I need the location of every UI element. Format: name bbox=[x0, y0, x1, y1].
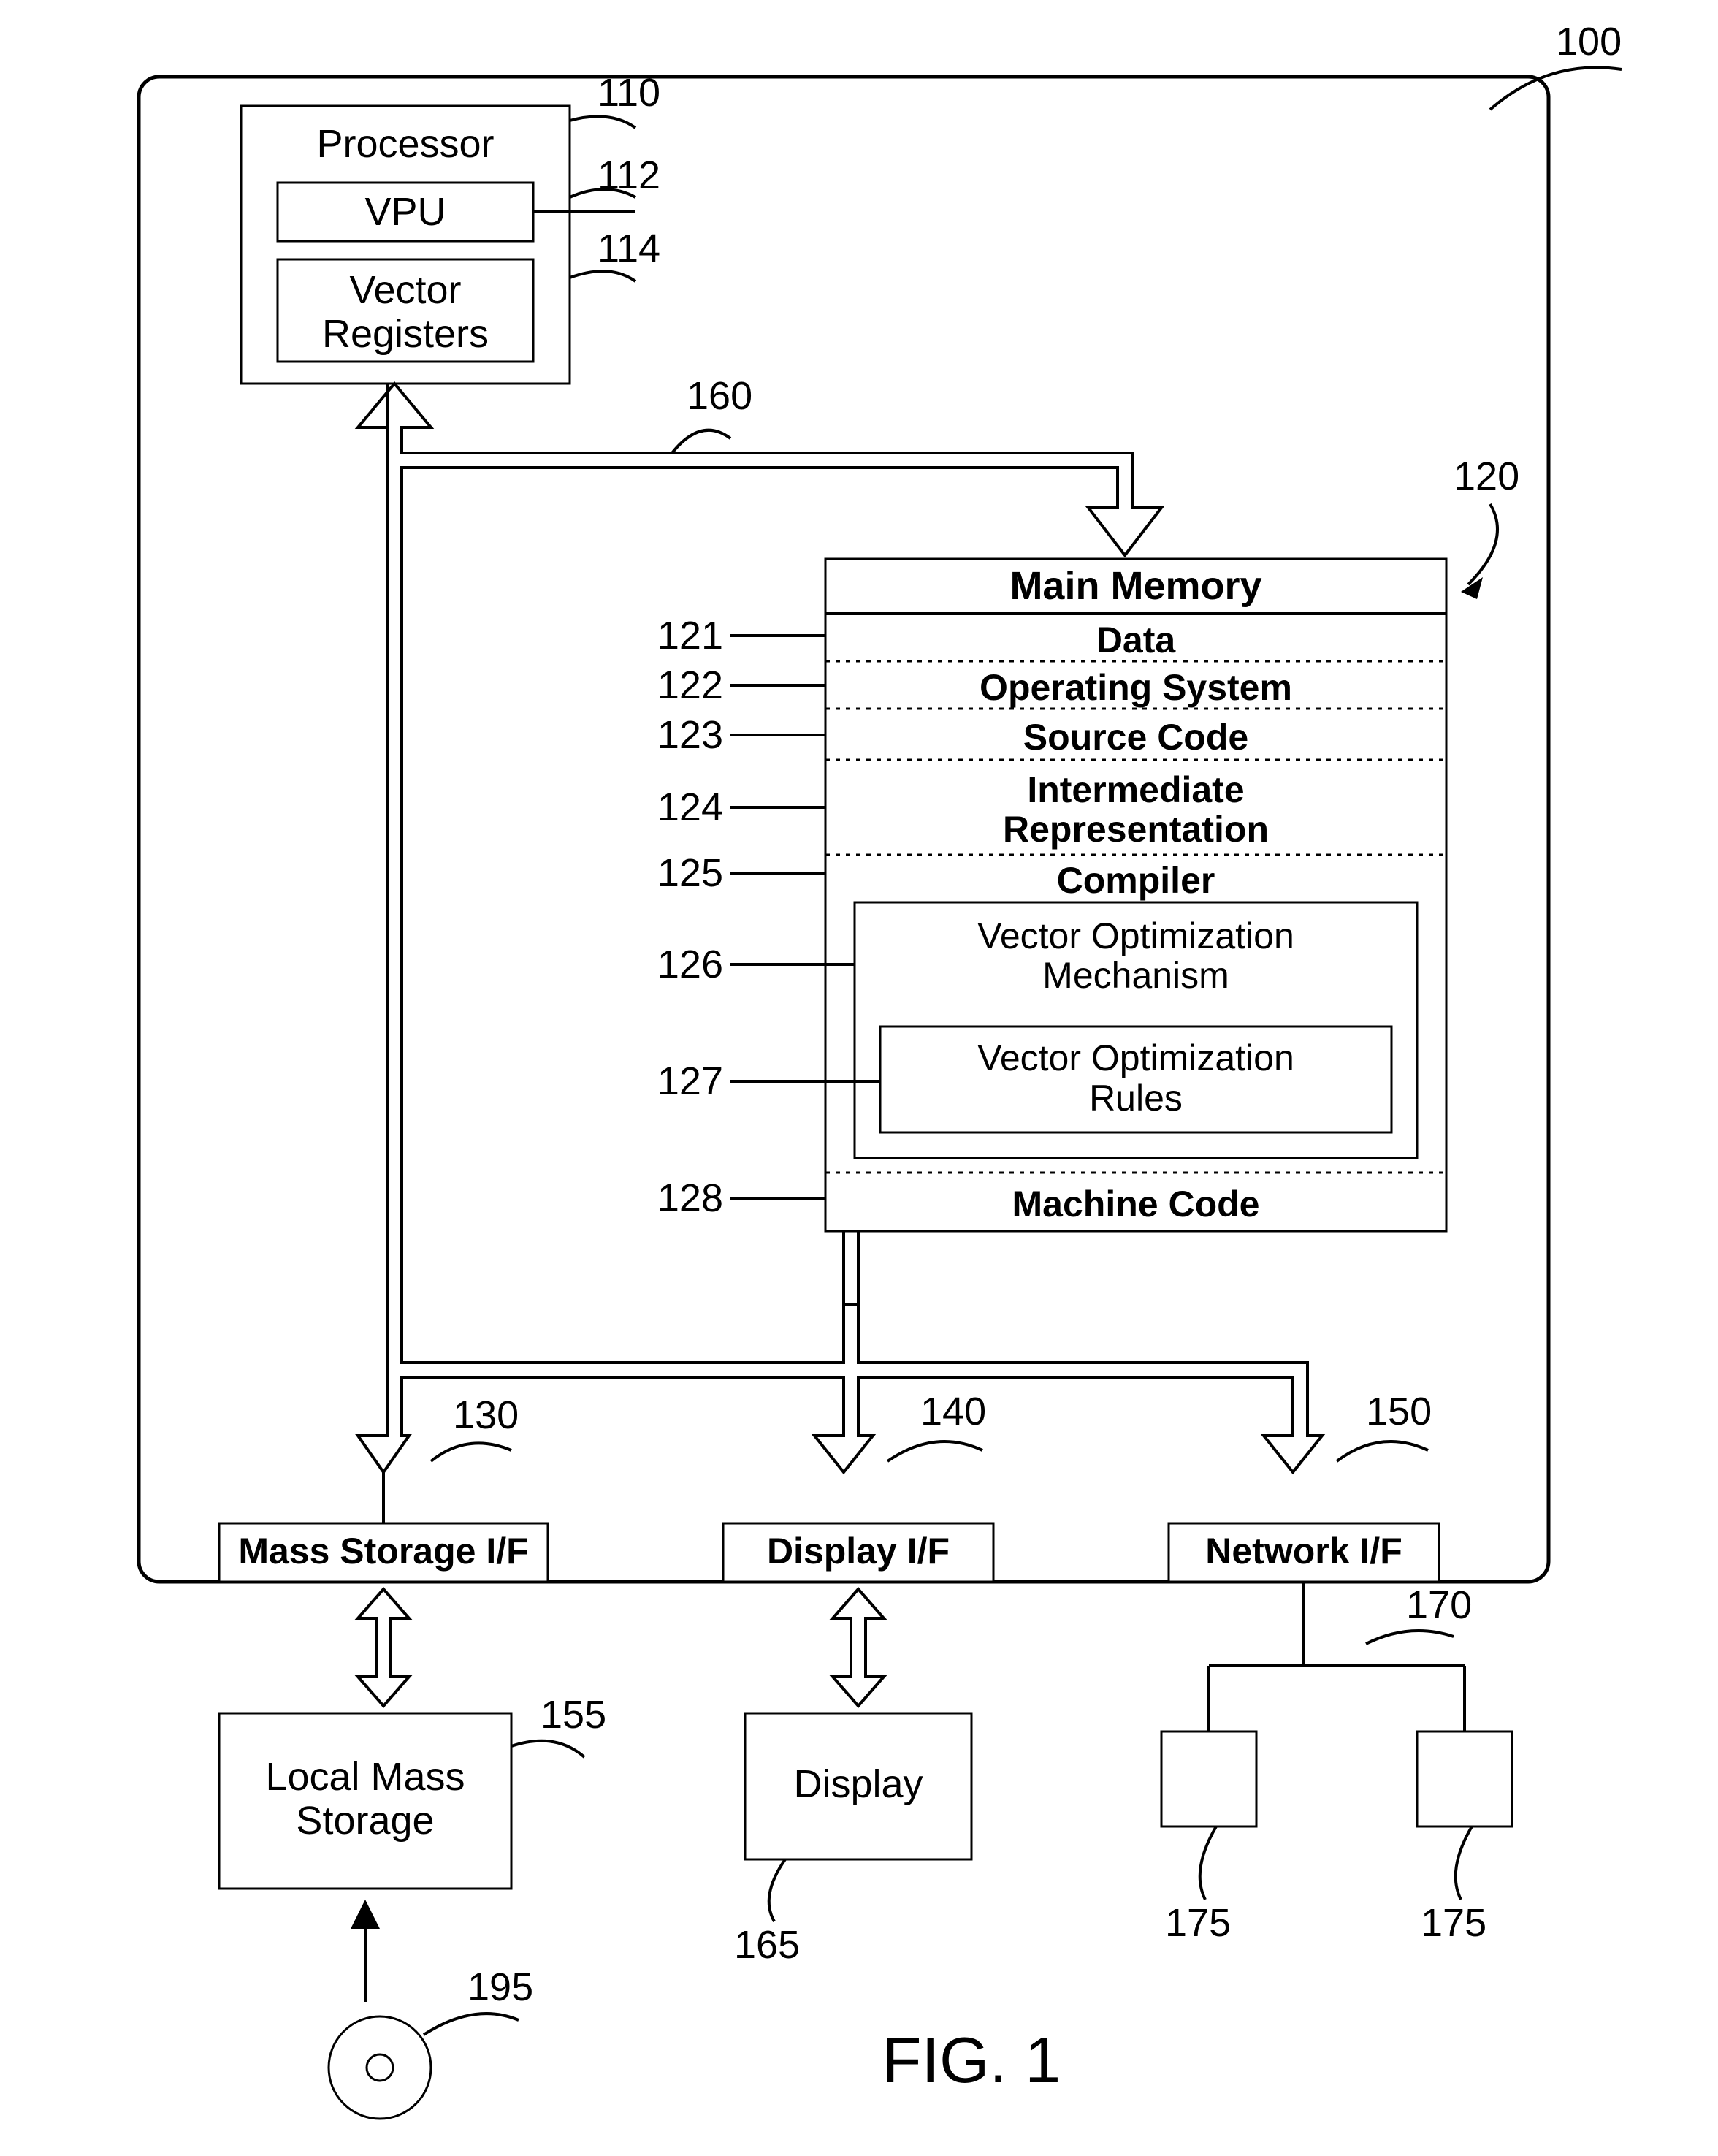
local-mass-label-1: Local Mass bbox=[265, 1755, 465, 1799]
svg-text:122: 122 bbox=[657, 663, 723, 707]
display-ref: 165 bbox=[734, 1923, 800, 1967]
svg-text:126: 126 bbox=[657, 942, 723, 986]
system-ref: 100 bbox=[1556, 20, 1622, 64]
vom-label-2: Mechanism bbox=[1042, 955, 1229, 996]
svg-text:128: 128 bbox=[657, 1176, 723, 1220]
net-link-leader bbox=[1366, 1631, 1454, 1644]
node-b-leader bbox=[1456, 1826, 1472, 1900]
net-if-label: Network I/F bbox=[1205, 1531, 1402, 1572]
processor-ref: 110 bbox=[598, 71, 660, 115]
data-label: Data bbox=[1096, 620, 1177, 660]
svg-text:123: 123 bbox=[657, 713, 723, 757]
vreg-label-1: Vector bbox=[349, 268, 461, 312]
memory-title: Main Memory bbox=[1009, 564, 1261, 608]
node-a-leader bbox=[1200, 1826, 1216, 1900]
vreg-ref: 114 bbox=[598, 226, 660, 270]
disc-arrow-head bbox=[351, 1900, 380, 1929]
display-leader bbox=[769, 1859, 785, 1921]
mass-if-label: Mass Storage I/F bbox=[238, 1531, 528, 1572]
local-mass-label-2: Storage bbox=[296, 1799, 434, 1843]
arrow-mass bbox=[358, 1589, 409, 1706]
processor-label: Processor bbox=[316, 122, 494, 166]
vpu-label: VPU bbox=[364, 190, 446, 234]
vor-label-1: Vector Optimization bbox=[977, 1037, 1294, 1078]
net-link-ref: 170 bbox=[1406, 1583, 1472, 1627]
net-if-ref: 150 bbox=[1366, 1390, 1432, 1433]
disp-if-ref: 140 bbox=[920, 1390, 986, 1433]
node-b-ref: 175 bbox=[1421, 1901, 1486, 1945]
svg-text:127: 127 bbox=[657, 1059, 723, 1103]
vreg-label-2: Registers bbox=[322, 312, 489, 356]
os-label: Operating System bbox=[980, 667, 1292, 708]
vom-label-1: Vector Optimization bbox=[977, 915, 1294, 956]
node-a-box bbox=[1161, 1732, 1256, 1826]
disp-if-label: Display I/F bbox=[767, 1531, 950, 1572]
svg-text:124: 124 bbox=[657, 785, 723, 829]
disc-inner bbox=[367, 2054, 393, 2081]
disc-leader bbox=[424, 2014, 519, 2035]
disc-ref: 195 bbox=[467, 1965, 533, 2009]
display-label: Display bbox=[793, 1762, 923, 1806]
ir-label-2: Representation bbox=[1003, 809, 1269, 850]
node-a-ref: 175 bbox=[1165, 1901, 1231, 1945]
local-mass-ref: 155 bbox=[541, 1693, 606, 1737]
vor-label-2: Rules bbox=[1089, 1078, 1183, 1119]
arrow-disp bbox=[833, 1589, 884, 1706]
node-b-box bbox=[1417, 1732, 1512, 1826]
compiler-label: Compiler bbox=[1057, 860, 1215, 901]
svg-text:125: 125 bbox=[657, 851, 723, 895]
source-label: Source Code bbox=[1023, 717, 1248, 758]
figure-label: FIG. 1 bbox=[882, 2024, 1061, 2096]
svg-text:121: 121 bbox=[657, 614, 723, 658]
local-mass-leader bbox=[511, 1741, 584, 1757]
ir-label-1: Intermediate bbox=[1027, 769, 1244, 810]
memory-ref: 120 bbox=[1454, 454, 1519, 498]
mass-if-ref: 130 bbox=[453, 1393, 519, 1437]
mcode-label: Machine Code bbox=[1012, 1184, 1260, 1224]
bus-ref: 160 bbox=[687, 374, 752, 418]
